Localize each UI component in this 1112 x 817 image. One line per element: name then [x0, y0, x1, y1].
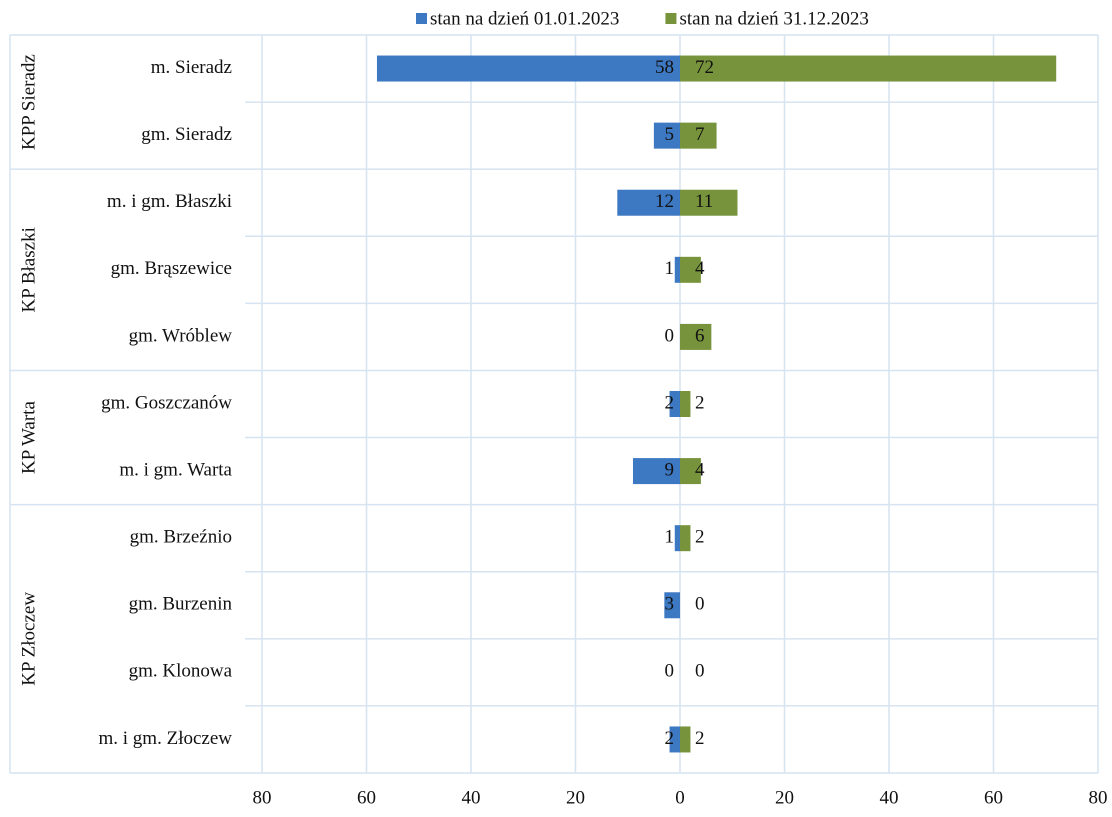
bar — [680, 122, 717, 149]
value-label: 2 — [695, 728, 705, 749]
value-label: 1 — [665, 258, 675, 279]
category-label: m. i gm. Błaszki — [107, 191, 232, 212]
value-label: 12 — [655, 191, 674, 212]
x-tick-label: 60 — [357, 787, 376, 808]
group-label: KP Błaszki — [18, 227, 39, 312]
value-label: 1 — [665, 527, 675, 548]
value-label: 4 — [695, 459, 705, 480]
value-label: 3 — [665, 594, 675, 615]
group-label: KP Warta — [18, 401, 39, 474]
category-label: m. i gm. Warta — [119, 459, 232, 480]
x-tick-label: 40 — [880, 787, 899, 808]
bar — [680, 256, 701, 283]
category-label: gm. Brąszewice — [111, 258, 232, 279]
bar — [674, 256, 680, 283]
x-tick-label: 60 — [984, 787, 1003, 808]
bar — [617, 189, 680, 216]
category-label: gm. Sieradz — [141, 124, 232, 145]
value-label: 6 — [695, 325, 705, 346]
value-label: 7 — [695, 124, 705, 145]
bar — [680, 458, 701, 485]
category-label: m. Sieradz — [151, 57, 232, 78]
x-tick-label: 20 — [775, 787, 794, 808]
value-label: 58 — [655, 57, 674, 78]
value-label: 72 — [695, 57, 714, 78]
category-label: gm. Goszczanów — [101, 392, 232, 413]
x-tick-label: 80 — [253, 787, 272, 808]
value-label: 0 — [665, 325, 675, 346]
legend-swatch — [665, 13, 677, 24]
bar — [632, 458, 680, 485]
value-label: 2 — [665, 728, 675, 749]
bar — [680, 55, 1057, 82]
x-tick-label: 80 — [1089, 787, 1108, 808]
category-label: gm. Wróblew — [129, 325, 233, 346]
value-label: 2 — [665, 392, 675, 413]
bar — [669, 391, 680, 417]
bar — [680, 323, 712, 350]
value-label: 9 — [665, 459, 675, 480]
legend-swatch — [416, 13, 427, 24]
value-label: 0 — [665, 661, 675, 682]
group-label: KP Złoczew — [18, 592, 39, 686]
value-label: 4 — [695, 258, 705, 279]
value-label: 5 — [665, 124, 675, 145]
category-label: m. i gm. Złoczew — [99, 728, 233, 749]
value-label: 2 — [695, 392, 705, 413]
legend-label: stan na dzień 01.01.2023 — [430, 8, 619, 29]
x-tick-label: 40 — [462, 787, 481, 808]
value-label: 0 — [695, 594, 705, 615]
legend-label: stan na dzień 31.12.2023 — [679, 8, 868, 29]
group-label: KPP Sieradz — [18, 54, 39, 150]
bar — [680, 189, 738, 216]
bar — [680, 391, 691, 417]
value-label: 11 — [695, 191, 713, 212]
bar — [664, 592, 680, 619]
bar — [376, 55, 680, 82]
bar — [680, 525, 691, 552]
bar — [669, 726, 680, 753]
x-tick-label: 0 — [675, 787, 685, 808]
bar — [680, 726, 691, 753]
value-label: 2 — [695, 527, 705, 548]
category-label: gm. Brzeźnio — [130, 527, 232, 548]
value-label: 0 — [695, 661, 705, 682]
x-tick-label: 20 — [566, 787, 585, 808]
bar — [674, 525, 680, 552]
bar — [653, 122, 680, 149]
category-label: gm. Burzenin — [129, 594, 233, 615]
category-label: gm. Klonowa — [129, 661, 233, 682]
